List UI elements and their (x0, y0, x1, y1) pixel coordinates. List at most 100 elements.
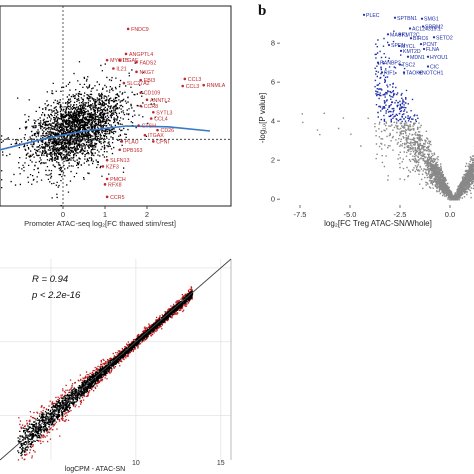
highlighted-point (139, 104, 142, 108)
highlighted-point (152, 140, 155, 143)
highlighted-point (137, 124, 140, 127)
x-axis-label-c: logCPM - ATAC-SN (65, 466, 125, 473)
gene-label: CIC (430, 65, 439, 71)
gene-label: RIF1 (384, 70, 395, 76)
x-tick-label: 2 (145, 210, 149, 219)
y-tick-label: 8 (271, 39, 275, 48)
x-tick-label: 10 (132, 460, 140, 467)
highlighted-point (387, 43, 391, 47)
gene-label: CTSH (142, 124, 157, 130)
gene-label: NKG7 (140, 70, 154, 76)
x-axis-label-b: log₂[FC Treg ATAC-SN/Whole] (324, 219, 432, 228)
highlighted-point (420, 17, 424, 20)
highlighted-point (135, 70, 138, 74)
gene-label: PMCH (110, 177, 126, 183)
annotation-p: p < 2.2e-16 (31, 290, 81, 301)
loess-trend-line (0, 125, 211, 151)
highlighted-point (105, 177, 109, 181)
x-tick-label: 1 (103, 210, 107, 219)
gene-label: ITGAX (148, 133, 164, 139)
gene-label: SYTL3 (156, 110, 172, 116)
highlighted-point (419, 42, 423, 46)
gene-label: TAOK2 (406, 70, 423, 76)
gene-label: CCL3 (188, 77, 202, 83)
gene-label: RANBP2 (380, 61, 401, 67)
highlighted-point (126, 27, 130, 31)
gene-label: FLNA (426, 47, 440, 53)
gene-label: CCR8 (144, 104, 158, 110)
y-tick-label: 6 (271, 78, 275, 87)
gene-label: NOTCH1 (422, 70, 443, 76)
y-tick-label: 4 (271, 117, 275, 126)
x-tick-label: 0.0 (445, 210, 455, 219)
x-axis-label-a: Promoter ATAC-seq log₂[FC thawed stim/re… (24, 219, 176, 228)
highlighted-point (202, 83, 205, 87)
gene-label: CCR5 (110, 195, 124, 201)
highlighted-point (139, 91, 142, 94)
gene-label: PLAU (125, 139, 139, 145)
highlighted-point (406, 55, 410, 58)
not-significant-points (301, 112, 474, 201)
gene-label: MACF1 (390, 32, 408, 38)
highlighted-point (124, 52, 128, 56)
x-tick-label: -7.5 (294, 210, 307, 219)
data-points-a (1, 61, 167, 207)
highlighted-point (362, 13, 366, 16)
x-tick-label: -5.0 (344, 210, 357, 219)
highlighted-point (402, 71, 406, 74)
highlighted-point (398, 33, 402, 36)
annotation-r: R = 0.94 (32, 274, 68, 285)
highlighted-point (386, 33, 390, 36)
gene-label: AC124319.1 (412, 26, 441, 32)
highlighted-point (105, 58, 109, 62)
gene-label: CCL3 (186, 84, 200, 90)
gene-label: KMT2C (402, 32, 420, 38)
point-cloud-a (1, 61, 167, 207)
gene-label: BIRC6 (413, 36, 428, 42)
gene-label: ANNTL2 (150, 98, 170, 104)
y-tick-label: 0 (271, 195, 275, 204)
gene-label: SLFN13 (110, 158, 129, 164)
gene-label: HYOU1 (430, 55, 448, 61)
highlighted-point (105, 195, 109, 199)
panel-top-left: FNDC9ANGPTL4MYO1BITGAEFADS2IL21NKG7EBI3S… (0, 5, 232, 228)
gene-label: CD26 (161, 128, 175, 134)
highlighted-point (421, 25, 425, 28)
highlighted-point (122, 81, 126, 85)
guide-lines-a (0, 6, 231, 206)
gene-label: CD109 (144, 91, 161, 97)
gene-label: KMT2D (403, 49, 421, 55)
gene-label: MDN1 (410, 55, 425, 61)
highlighted-point (118, 58, 121, 62)
highlighted-point (103, 183, 107, 186)
panel-bottom: R = 0.94 p < 2.2e-16 10 15 logCPM - ATAC-… (0, 258, 232, 473)
x-ticks-c: 10 15 (132, 460, 225, 467)
gene-label: ANGPTL4 (129, 52, 153, 58)
gene-label: CCL4 (154, 117, 168, 123)
gene-label: EBI3 (144, 78, 156, 84)
highlighted-point (426, 55, 430, 58)
highlighted-point (426, 65, 430, 68)
gene-label: SETD2 (436, 35, 453, 41)
highlighted-point (143, 133, 147, 137)
gene-label: FNDC9 (131, 27, 149, 33)
y-tick-label: 2 (271, 156, 275, 165)
highlighted-point (152, 110, 155, 114)
highlighted-point (181, 84, 184, 88)
data-points-c (17, 286, 194, 461)
gene-label: SRRM2 (425, 25, 443, 31)
gene-label: PCNT (423, 42, 438, 48)
highlighted-point (398, 63, 402, 66)
highlighted-point (376, 61, 380, 64)
gene-label: FADS2 (140, 60, 157, 66)
highlighted-point (380, 71, 384, 74)
x-tick-label: 15 (217, 460, 225, 467)
highlighted-point (120, 140, 124, 143)
highlighted-point (432, 36, 436, 39)
identity-line (0, 258, 232, 461)
highlighted-point (418, 71, 422, 74)
highlighted-point (149, 117, 153, 120)
highlighted-point (397, 44, 401, 48)
